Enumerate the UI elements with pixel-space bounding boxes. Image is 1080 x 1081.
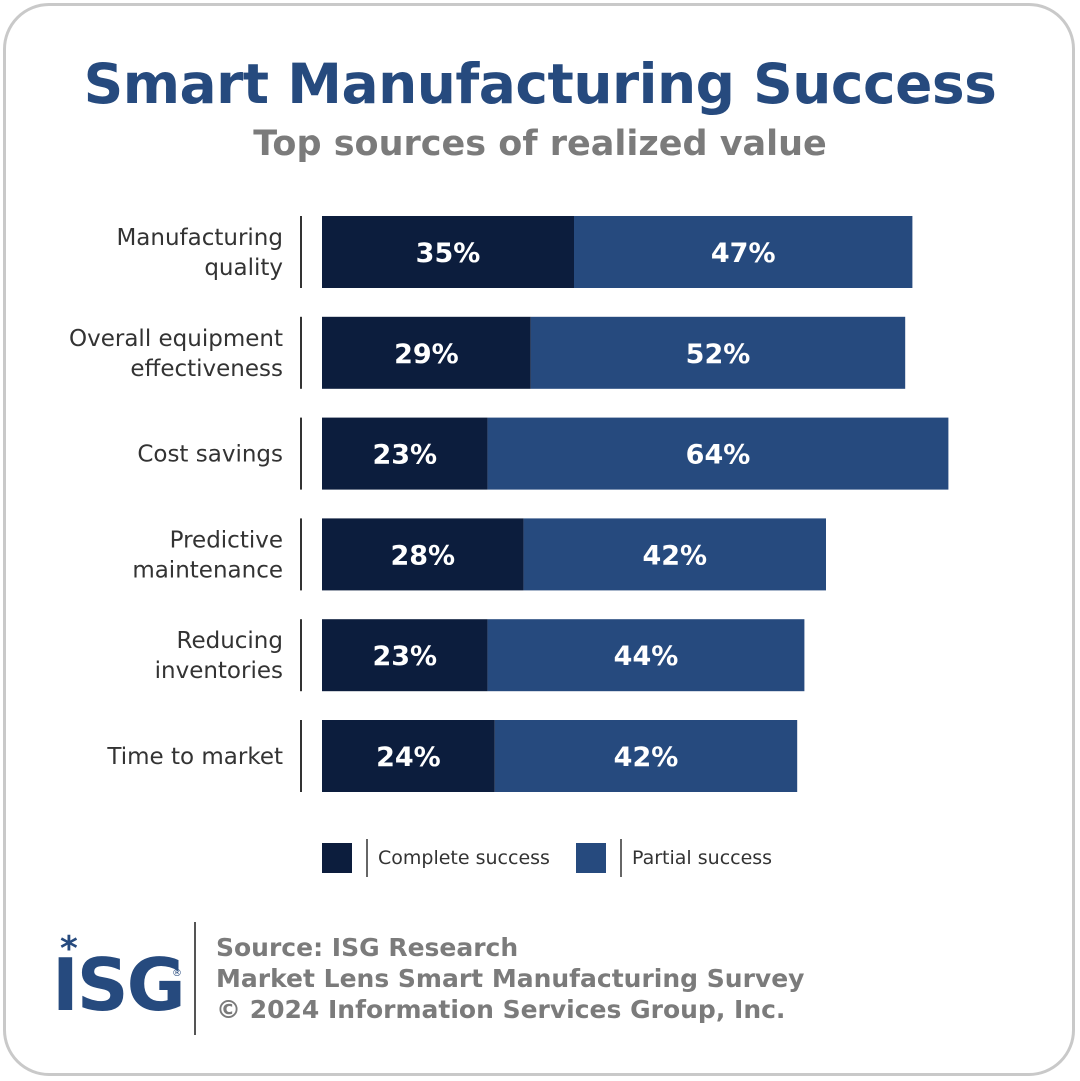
chart-subtitle: Top sources of realized value [253, 124, 827, 164]
category-label: Manufacturing [116, 225, 283, 251]
data-label: 64% [686, 440, 751, 471]
data-label: 42% [614, 742, 679, 773]
data-label: 24% [376, 742, 441, 773]
bar-partial-success [487, 619, 805, 692]
bar-partial-success [523, 518, 826, 591]
category-label: inventories [155, 658, 283, 684]
logo-divider [194, 922, 196, 1035]
category-label: Reducing [177, 628, 284, 654]
bar-complete-success [322, 316, 531, 389]
logo-star-icon: * [60, 929, 78, 969]
bar-partial-success [487, 417, 949, 490]
source-line-2: Market Lens Smart Manufacturing Survey [216, 964, 805, 993]
isg-logo: * ISG ® [52, 929, 186, 1028]
source-block: Source: ISG Research Market Lens Smart M… [216, 932, 804, 1025]
source-line-1: Source: ISG Research [216, 933, 519, 962]
registered-mark: ® [172, 968, 182, 979]
data-label: 28% [390, 540, 455, 571]
bar-complete-success [322, 216, 574, 288]
category-label: Cost savings [137, 442, 283, 468]
data-label: 23% [372, 641, 437, 672]
bar-complete-success [322, 518, 524, 591]
bar-partial-success [530, 316, 906, 389]
logo-text: ISG [52, 943, 186, 1027]
legend-complete-label: Complete success [378, 847, 550, 869]
data-label: 35% [416, 238, 481, 269]
legend-complete-swatch [322, 843, 352, 873]
category-label: effectiveness [130, 356, 283, 382]
legend-partial-label: Partial success [632, 847, 772, 869]
category-label: quality [204, 255, 283, 281]
data-label: 52% [686, 339, 751, 370]
chart-title: Smart Manufacturing Success [83, 52, 997, 116]
category-label: maintenance [132, 557, 283, 583]
bar-partial-success [494, 720, 798, 792]
category-label: Time to market [106, 744, 283, 770]
category-label: Overall equipment [69, 326, 283, 352]
bar-partial-success [574, 216, 913, 288]
legend-partial-swatch [576, 843, 606, 873]
bar-complete-success [322, 417, 488, 490]
data-label: 29% [394, 339, 459, 370]
stacked-bar-chart: Manufacturing quality 35% 47% Overall equipm… [69, 216, 949, 877]
data-label: 42% [642, 540, 707, 571]
bar-complete-success [322, 619, 488, 692]
data-label: 23% [372, 440, 437, 471]
bar-complete-success [322, 720, 495, 792]
data-label: 47% [711, 238, 776, 269]
category-label: Predictive [170, 527, 283, 553]
source-line-3: © 2024 Information Services Group, Inc. [216, 995, 786, 1024]
data-label: 44% [614, 641, 679, 672]
